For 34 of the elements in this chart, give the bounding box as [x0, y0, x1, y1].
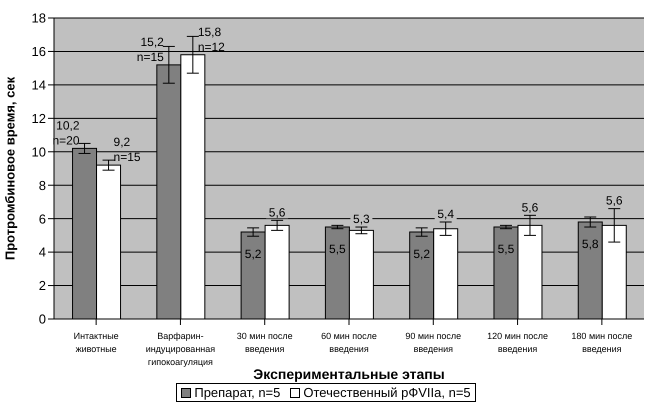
data-label: 9,2 n=15 [114, 135, 141, 164]
x-tick-label: 180 мин после введения [571, 331, 632, 354]
data-label: 5,3 [353, 212, 370, 226]
data-label: 5,6 [268, 205, 286, 220]
data-label: 5,6 [606, 194, 623, 208]
x-tick-label: 30 мин после введения [236, 331, 293, 354]
x-tick-label: 120 мин после введения [487, 331, 548, 354]
data-label: 5,5 [498, 242, 515, 256]
y-tick-label: 0 [38, 312, 46, 327]
y-tick-label: 4 [38, 244, 46, 260]
y-tick-label: 16 [32, 44, 46, 60]
data-label: 5,6 [522, 200, 539, 214]
legend-label: Препарат, n=5 [193, 385, 280, 400]
y-tick-label: 14 [32, 78, 46, 93]
x-tick-label: Варфарин-индуцированная гипокоагуляция [146, 331, 216, 367]
y-tick-label: 10 [32, 144, 46, 160]
y-tick-label: 18 [32, 10, 46, 26]
data-label: 5,8 [582, 237, 599, 252]
x-tick-label: 90 мин после введения [405, 331, 462, 354]
x-tick-label: 60 мин после введения [321, 331, 377, 354]
data-label: 15,8 n=12 [198, 24, 226, 54]
y-tick-label: 6 [38, 211, 46, 226]
data-label: 5,2 [413, 247, 430, 262]
data-label: 5,2 [244, 247, 262, 262]
legend-label: Отечественный рФVIIa, n=5 [302, 385, 471, 400]
data-label: 5,4 [437, 207, 454, 222]
data-label: 15,2 n=15 [136, 34, 164, 64]
y-tick-label: 8 [38, 178, 46, 193]
data-label: 5,5 [329, 242, 346, 256]
x-axis-title: Экспериментальные этапы [253, 366, 445, 382]
x-tick-label: Интактные животные [74, 331, 119, 354]
y-axis-title: Протромбиновое время, сек [2, 76, 18, 260]
y-tick-label: 12 [32, 110, 46, 126]
y-tick-label: 2 [38, 278, 46, 294]
